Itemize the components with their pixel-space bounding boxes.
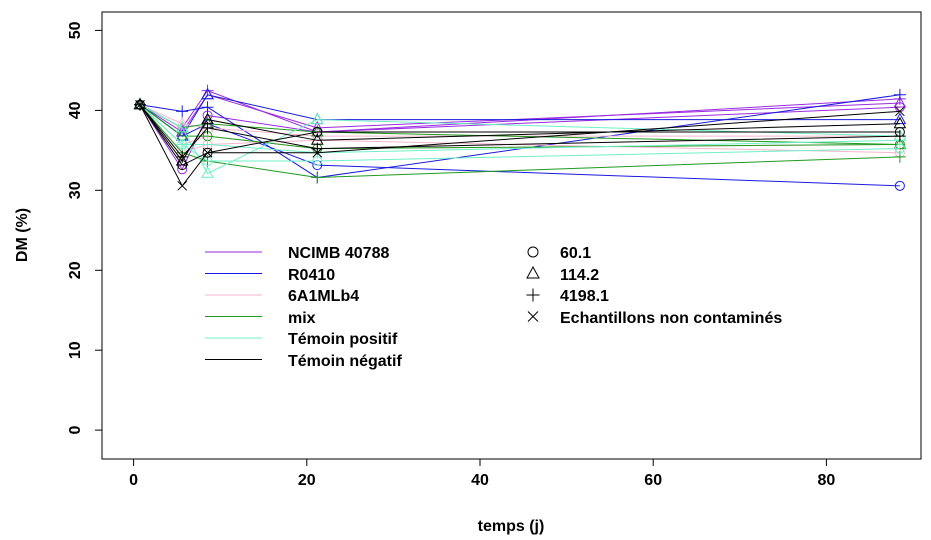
data-point-plus [201,101,214,114]
series-line [139,104,900,175]
series-line [139,104,900,171]
series-5 [133,88,906,184]
data-point-plus [176,105,189,118]
data-point-plus [893,130,906,143]
series-line [139,104,900,150]
data-point-triangle [201,166,214,178]
legend-triangle-icon [526,265,540,279]
data-point-plus [311,171,324,184]
data-point-plus [201,121,214,134]
legend-label-ncimb: NCIMB 40788 [288,245,389,262]
data-point-cross [312,147,323,158]
series-line [139,104,900,162]
x-tick-label: 80 [818,472,836,489]
data-point-cross [202,147,213,158]
data-point-triangle [175,120,189,133]
x-tick-label: 60 [644,472,662,489]
data-point-triangle [893,137,907,149]
y-tick-label: 20 [67,261,84,279]
data-point-triangle [893,112,907,125]
axes: 0 20 40 60 80 0 10 20 30 40 50 temps (j)… [14,21,835,535]
legend: NCIMB 40788 R0410 6A1MLb4 mix Témoin pos… [205,245,782,370]
x-tick-label: 40 [471,472,489,489]
data-point-cross [135,99,145,110]
legend-label-r0410: R0410 [288,267,335,284]
legend-label-non-contamines: Echantillons non contaminés [560,310,782,327]
data-point-triangle [893,116,907,129]
data-point-cross [177,180,188,191]
y-tick-label: 0 [67,426,84,435]
legend-label-temoin-negatif: Témoin négatif [288,353,402,370]
y-tick-label: 40 [67,101,84,119]
series-layer [133,84,907,191]
data-point-triangle [201,87,214,100]
data-point-plus [893,88,906,101]
legend-label-60-1: 60.1 [560,245,591,262]
plot-frame [101,11,922,460]
x-axis-title: temps (j) [478,518,545,535]
y-axis-title: DM (%) [14,208,31,262]
series-1 [133,87,907,137]
series-line [139,94,900,137]
legend-label-6a1mlb4: 6A1MLb4 [288,288,359,305]
legend-plus-icon [526,288,540,302]
data-point-triangle [310,112,324,125]
legend-cross-icon [527,311,539,322]
series-0 [134,99,905,175]
x-tick-label: 0 [129,472,138,489]
series-2 [133,84,906,139]
data-point-circle [202,156,213,166]
data-point-cross [895,106,905,117]
data-point-circle [894,180,905,191]
data-point-triangle [893,96,907,108]
legend-label-4198-1: 4198.1 [560,288,609,305]
data-point-plus [176,150,189,163]
x-tick-label: 20 [298,472,316,489]
series-line [139,94,900,133]
data-point-circle [312,127,323,138]
legend-label-114-2: 114.2 [560,267,599,284]
legend-label-mix: mix [288,310,316,327]
legend-label-temoin-positif: Témoin positif [288,331,398,348]
data-point-triangle [175,153,189,166]
data-point-plus [176,138,189,151]
legend-circle-icon [527,246,539,258]
y-tick-label: 30 [67,181,84,199]
y-tick-label: 10 [67,341,84,359]
series-16 [133,97,907,166]
y-tick-label: 50 [67,21,84,39]
series-18 [135,99,905,191]
